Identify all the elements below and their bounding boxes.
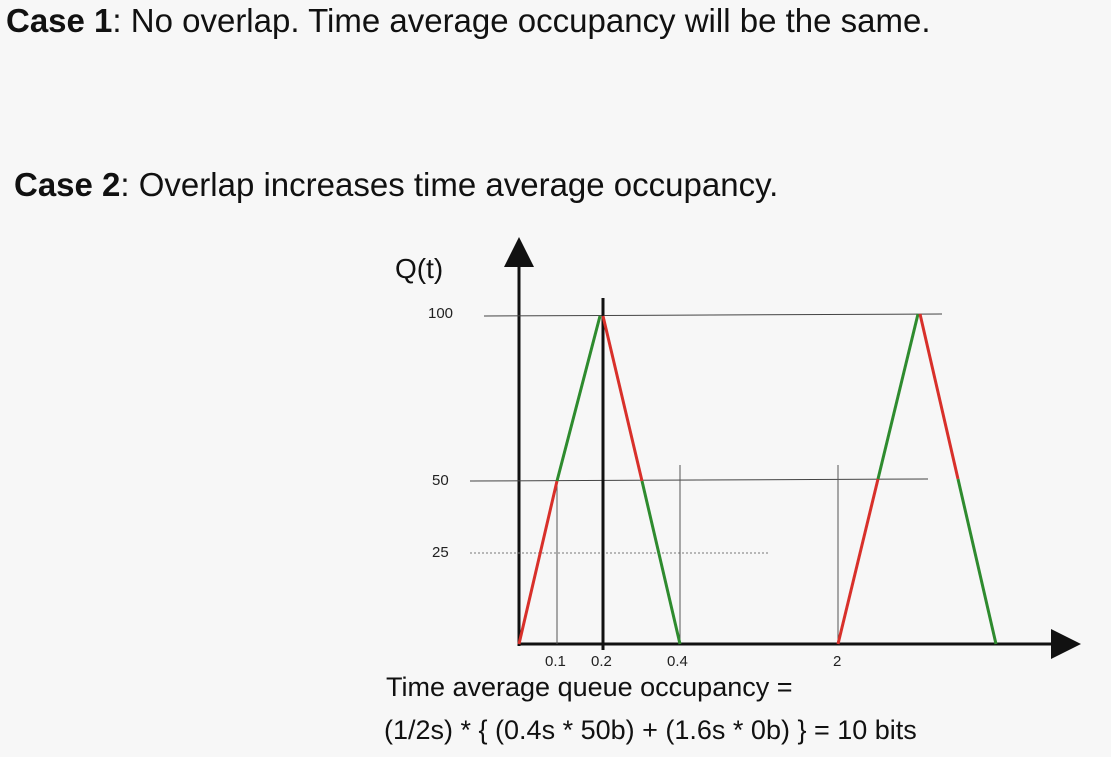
case-1-heading: Case 1: No overlap. Time average occupan… [6,2,931,40]
y-tick-100: 100 [428,305,453,322]
x-tick-0.4: 0.4 [667,653,688,670]
x-tick-2: 2 [833,653,841,670]
burst1-rise-red [517,480,559,645]
burst1-fall-green [640,480,682,645]
burst2-rise-red [836,478,880,645]
case-2-text: : Overlap increases time average occupan… [120,166,779,203]
case-1-label: Case 1 [6,2,113,39]
case-2-label: Case 2 [14,166,121,203]
level-50-line [469,478,929,482]
burst1-rise-green [555,315,602,482]
burst2-fall-red [918,313,960,480]
y-axis-label: Q(t) [395,253,443,284]
y-tick-50: 50 [432,472,449,489]
y-tick-25: 25 [432,544,449,561]
case-2-heading: Case 2: Overlap increases time average o… [14,166,778,204]
burst1-fall-red [601,315,644,482]
caption-line-1: Time average queue occupancy = [386,672,793,702]
burst2-rise-green [876,313,920,480]
x-tick-0.1: 0.1 [545,653,566,670]
caption-line-2: (1/2s) * { (0.4s * 50b) + (1.6s * 0b) } … [384,715,917,745]
burst2-fall-green [956,478,998,645]
level-100-line [483,313,943,317]
case-1-text: : No overlap. Time average occupancy wil… [112,2,931,39]
x-tick-0.2: 0.2 [591,653,612,670]
